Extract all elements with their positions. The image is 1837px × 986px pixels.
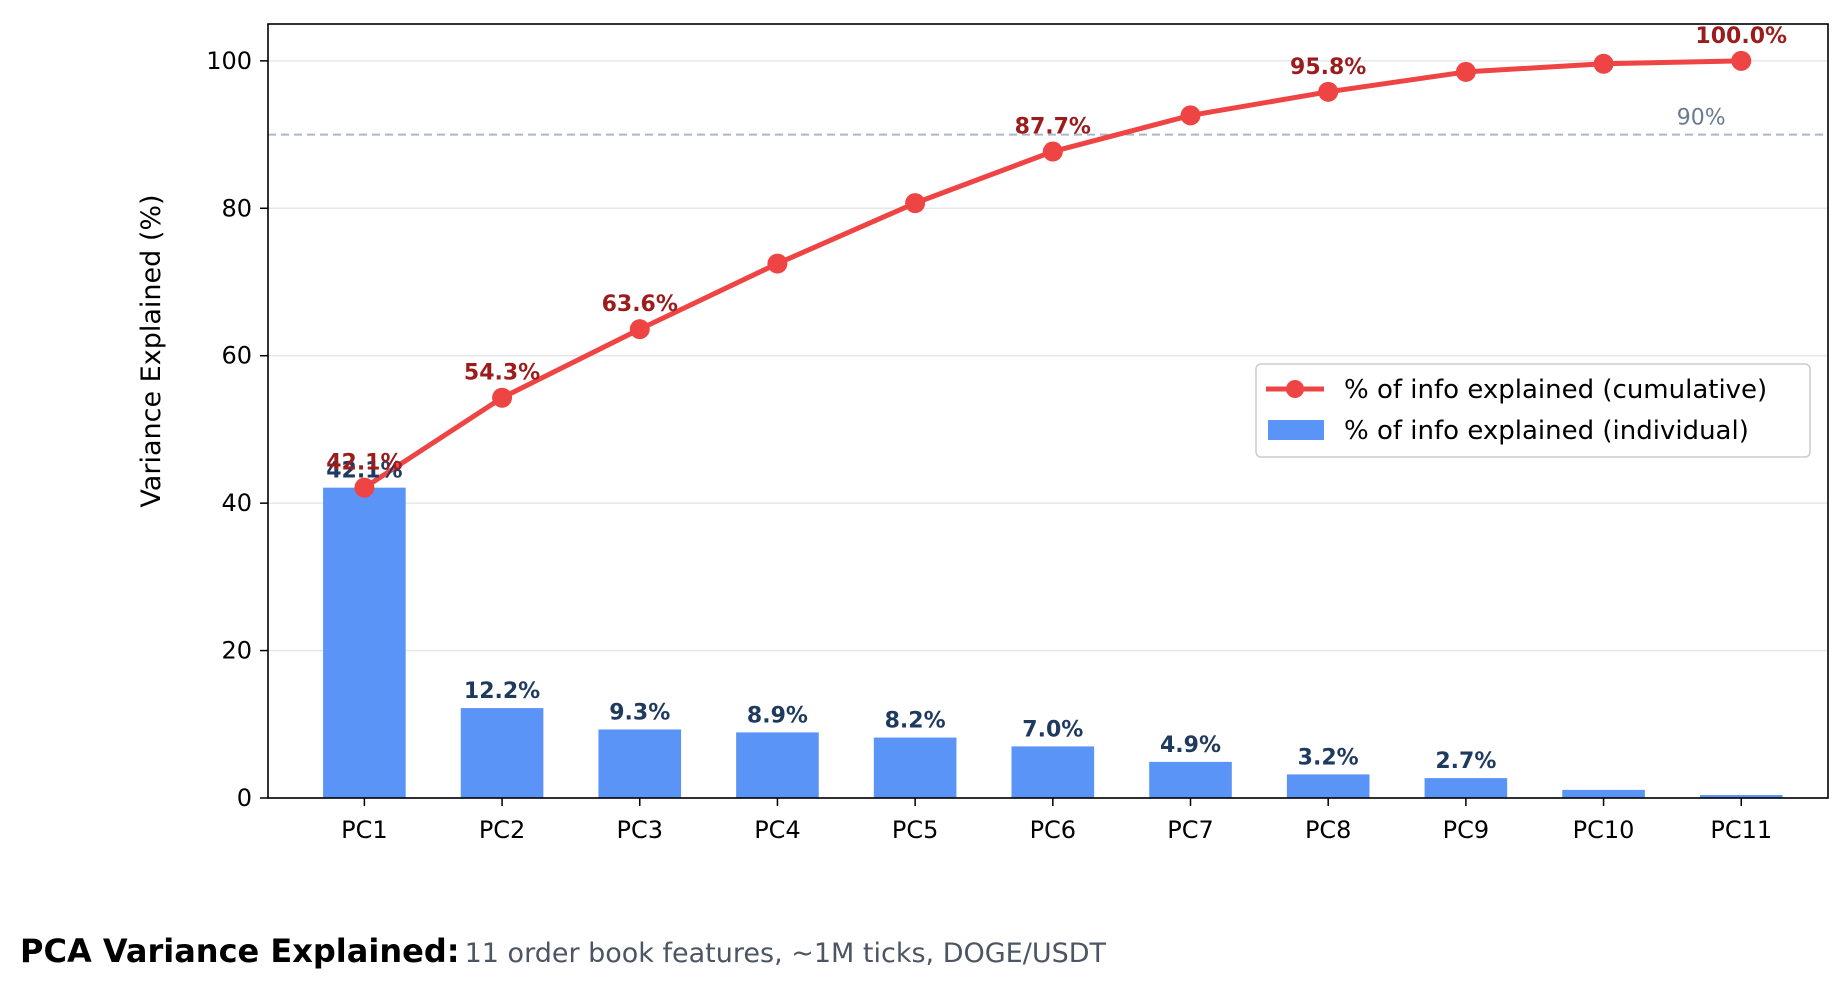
bar-series <box>323 487 1783 798</box>
legend-entry-cumulative: % of info explained (cumulative) <box>1344 375 1767 405</box>
bar-PC3 <box>598 729 682 798</box>
y-tick-label-80: 80 <box>221 194 252 222</box>
x-tick-label-PC5: PC5 <box>892 816 939 844</box>
bar-label-PC8: 3.2% <box>1298 745 1359 770</box>
cumulative-point-PC1 <box>354 477 375 498</box>
cumulative-label-PC6: 87.7% <box>1015 115 1091 140</box>
cumulative-point-PC9 <box>1455 61 1476 82</box>
x-tick-label-PC4: PC4 <box>754 816 801 844</box>
y-tick-label-20: 20 <box>221 637 252 665</box>
cumulative-point-PC4 <box>767 253 788 274</box>
cumulative-point-PC7 <box>1180 105 1201 126</box>
cumulative-label-PC8: 95.8% <box>1290 55 1366 80</box>
bar-PC4 <box>736 732 819 798</box>
data-labels: 42.1% 12.2% 9.3% 8.9% 8.2% 7.0% 4.9% 3.2% 2.7% 42… <box>326 24 1787 774</box>
bar-label-PC4: 8.9% <box>747 703 808 728</box>
cumulative-point-PC6 <box>1042 141 1063 162</box>
x-tick-label-PC1: PC1 <box>341 816 388 844</box>
bar-PC5 <box>873 737 957 798</box>
bar-PC1 <box>323 487 406 798</box>
bar-PC7 <box>1149 761 1232 798</box>
cumulative-point-PC2 <box>492 387 513 408</box>
caption-title: PCA Variance Explained: <box>20 932 460 970</box>
bar-label-PC2: 12.2% <box>464 679 540 704</box>
plot-frame <box>267 23 1829 799</box>
cumulative-label-PC3: 63.6% <box>602 292 678 317</box>
cumulative-point-PC11 <box>1731 50 1752 71</box>
x-tick-label-PC11: PC11 <box>1710 816 1772 844</box>
y-tick-label-40: 40 <box>221 489 252 517</box>
x-tick-label-PC8: PC8 <box>1305 816 1352 844</box>
y-tick-label-100: 100 <box>206 47 252 75</box>
bar-PC10 <box>1562 789 1645 798</box>
legend-bar-swatch <box>1268 420 1324 440</box>
cumulative-label-PC11: 100.0% <box>1695 24 1787 49</box>
legend-line-marker <box>1286 380 1304 398</box>
bar-label-PC7: 4.9% <box>1160 733 1221 758</box>
bar-PC6 <box>1011 746 1095 798</box>
x-tick-label-PC3: PC3 <box>617 816 664 844</box>
x-tick-label-PC10: PC10 <box>1573 816 1635 844</box>
legend: % of info explained (cumulative) % of in… <box>1255 363 1811 458</box>
cumulative-label-PC2: 54.3% <box>464 361 540 386</box>
cumulative-point-PC5 <box>905 193 926 214</box>
cumulative-line-series <box>354 50 1752 498</box>
x-tick-label-PC2: PC2 <box>479 816 526 844</box>
x-tick-label-PC7: PC7 <box>1167 816 1214 844</box>
bar-PC11 <box>1699 795 1783 798</box>
cumulative-point-PC8 <box>1318 81 1339 102</box>
y-tick-label-60: 60 <box>221 342 252 370</box>
bar-PC9 <box>1424 778 1508 798</box>
bar-PC8 <box>1286 774 1370 798</box>
axes: 0 20 40 60 80 100 PC1 PC2 PC3 PC4 PC5 PC6 PC7 PC8 PC9 P… <box>206 47 1772 844</box>
bar-PC2 <box>460 708 544 798</box>
x-tick-label-PC6: PC6 <box>1030 816 1077 844</box>
reference-line-group: 90% <box>268 106 1828 136</box>
y-axis-label: Variance Explained (%) <box>136 194 167 507</box>
bar-label-PC1: 42.1% <box>326 459 402 484</box>
bar-label-PC3: 9.3% <box>609 700 670 725</box>
figure-caption: PCA Variance Explained: 11 order book fe… <box>20 932 1106 970</box>
cumulative-label-PC1: 42.1% <box>326 451 402 476</box>
bar-label-PC6: 7.0% <box>1022 717 1083 742</box>
bar-label-PC9: 2.7% <box>1435 749 1496 774</box>
legend-entry-individual: % of info explained (individual) <box>1344 416 1749 446</box>
caption-subtitle: 11 order book features, ~1M ticks, DOGE/… <box>464 938 1107 969</box>
x-tick-label-PC9: PC9 <box>1443 816 1490 844</box>
cumulative-point-PC3 <box>629 319 650 340</box>
legend-box <box>1255 363 1811 458</box>
cumulative-point-PC10 <box>1593 53 1614 74</box>
reference-line-label: 90% <box>1677 106 1726 131</box>
bar-label-PC5: 8.2% <box>885 709 946 734</box>
y-tick-label-0: 0 <box>237 784 252 812</box>
